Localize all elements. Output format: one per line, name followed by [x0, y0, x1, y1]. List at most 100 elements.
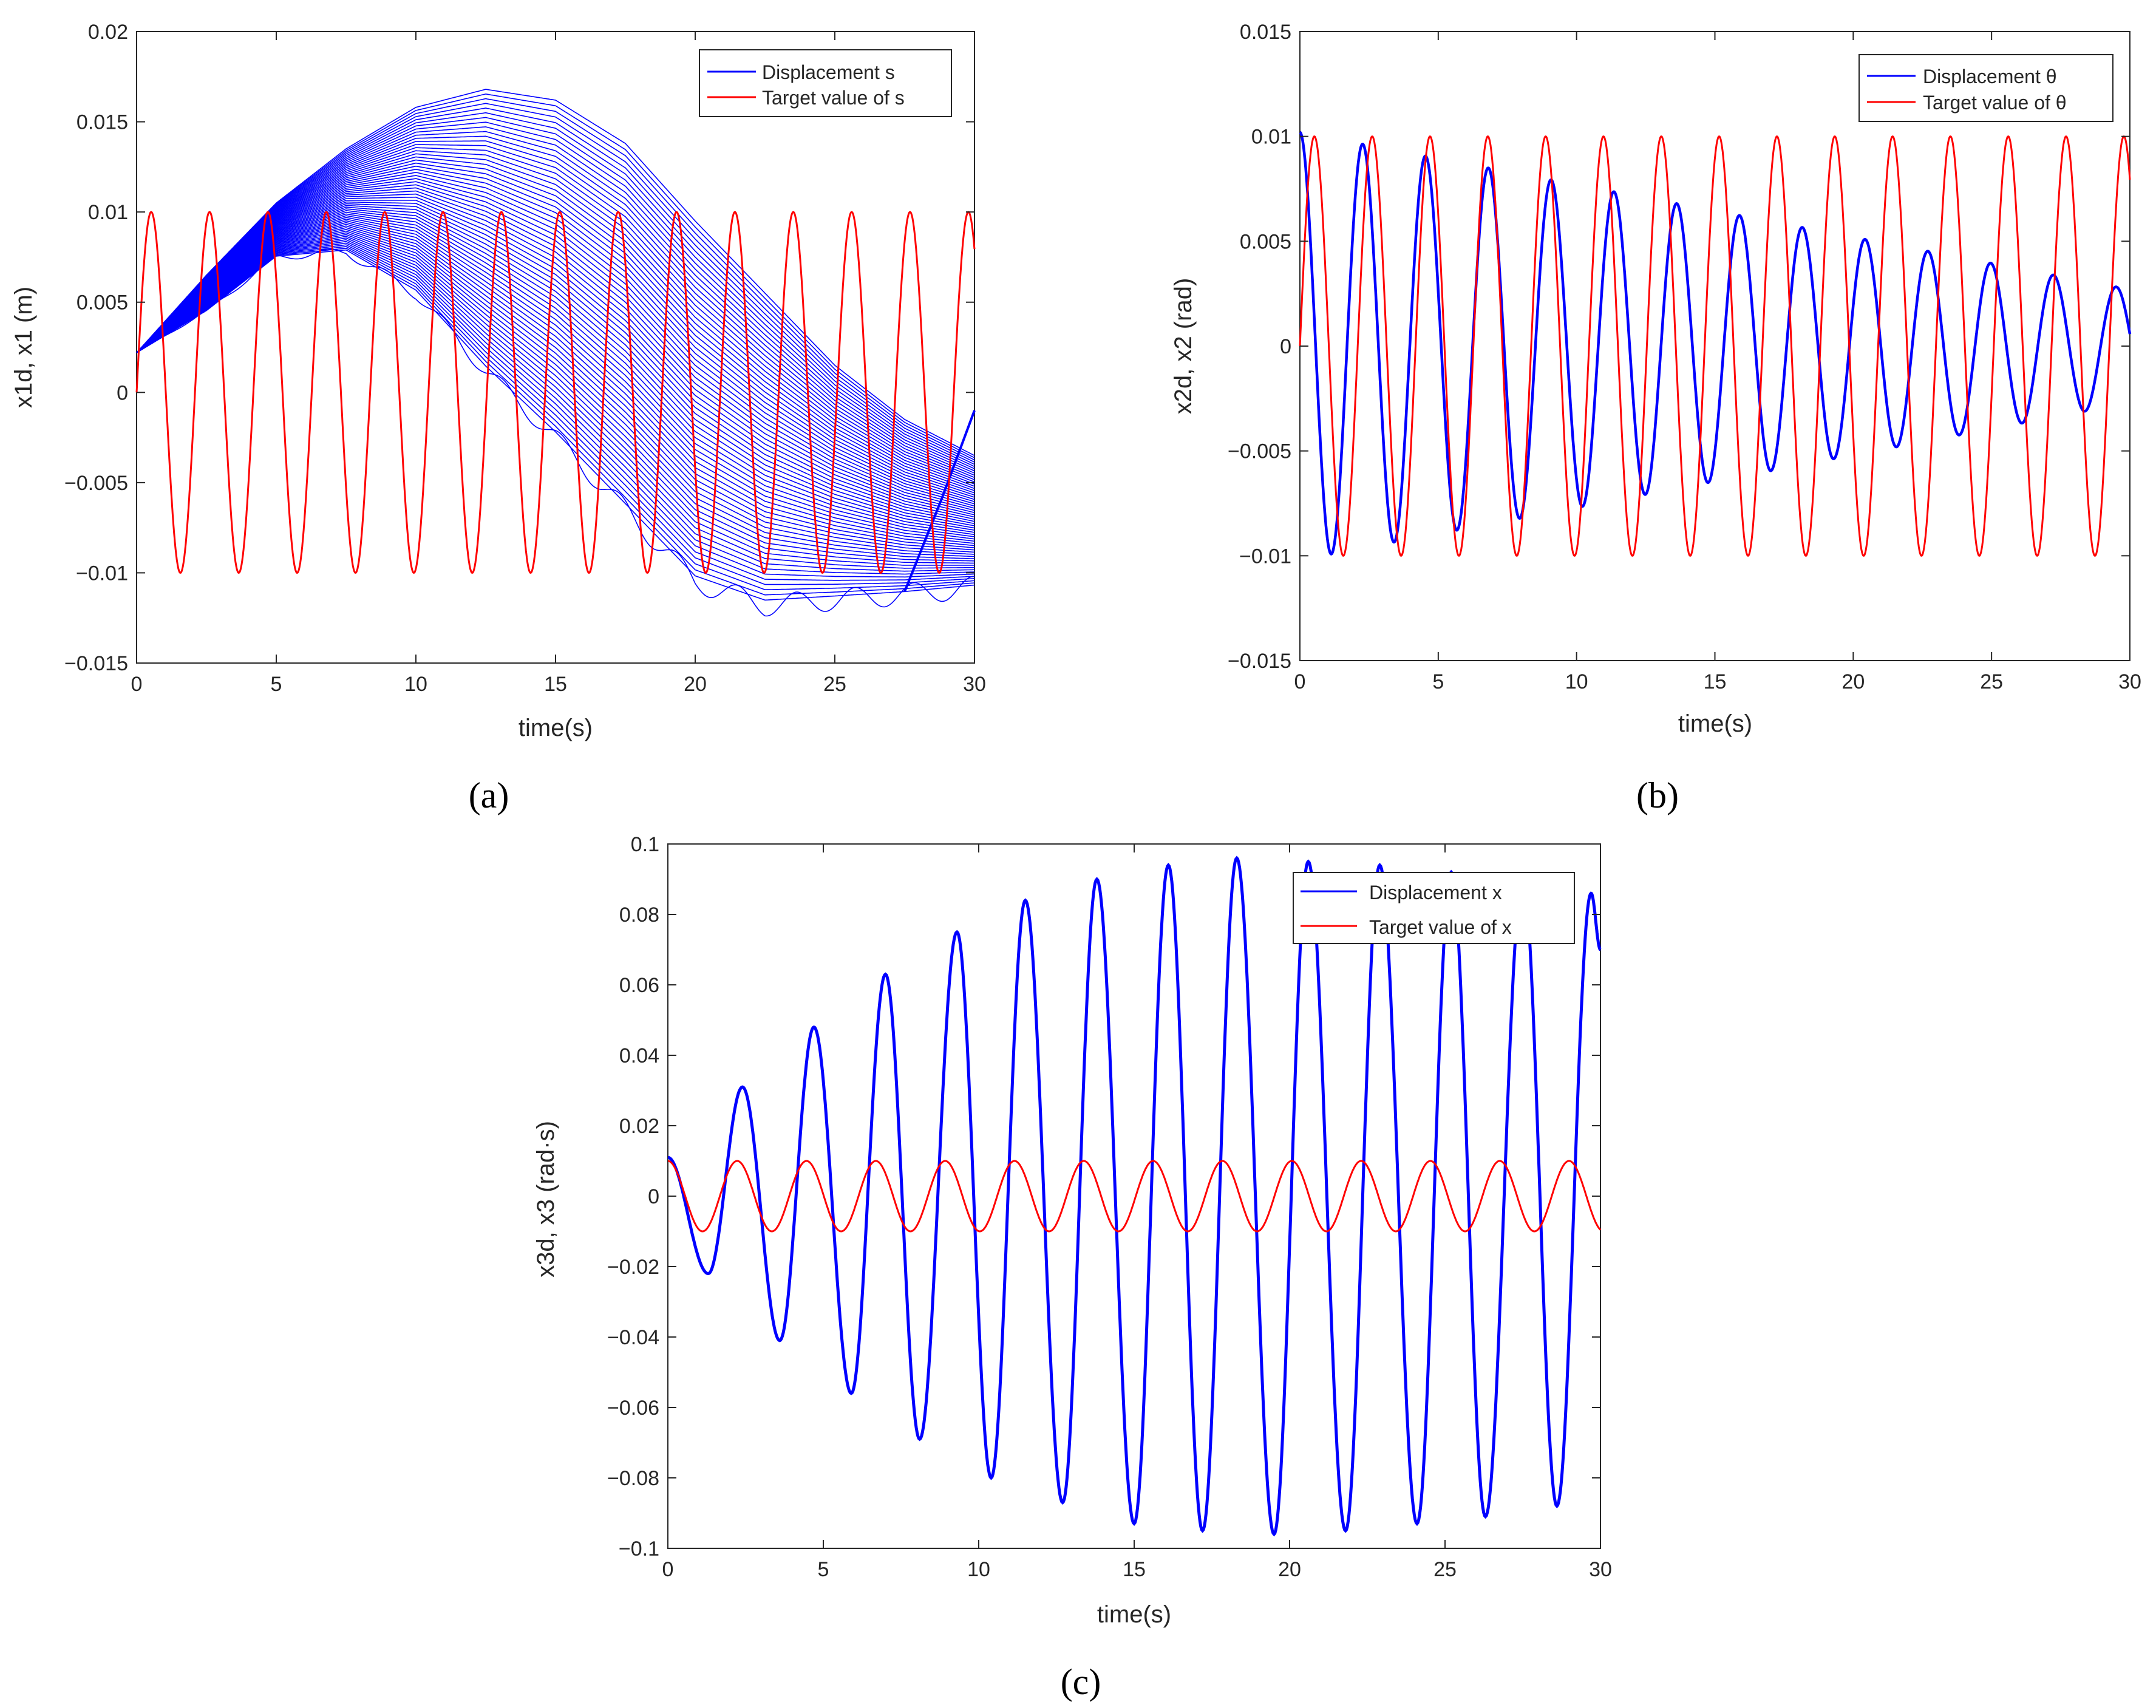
panel-c-x-tick-label: 25	[1433, 1558, 1457, 1581]
panel-a-x-tick-label: 20	[684, 673, 707, 696]
panel-c-x-tick-label: 20	[1278, 1558, 1301, 1581]
panel-a-y-tick-label: 0.005	[77, 291, 128, 315]
panel-c-y-tick-label: −0.02	[607, 1256, 659, 1279]
panel-a-band-curve	[136, 196, 975, 520]
panel-a-legend-label-displacement: Displacement s	[762, 61, 895, 83]
panel-a-legend-label-target: Target value of s	[762, 87, 905, 109]
panel-b-y-tick-label: 0	[1280, 335, 1291, 358]
panel-a-band-curve	[136, 248, 975, 596]
panel-a-band-curve	[136, 184, 975, 511]
panel-a-legend: Displacement s Target value of s	[699, 49, 952, 117]
panel-a-band-curve	[136, 236, 974, 569]
panel-c-x-tick-label: 15	[1123, 1558, 1146, 1581]
panel-a-band-curve	[136, 249, 975, 601]
panel-a-line-target	[135, 211, 976, 574]
panel-b-legend: Displacement θ Target value of θ	[1858, 54, 2113, 122]
panel-a-x-tick-label: 15	[544, 673, 567, 696]
panel-a-band-curve	[136, 98, 975, 461]
panel-c-legend-box	[1293, 872, 1575, 944]
panel-a-band-curve	[136, 219, 975, 546]
panel-a-band-curve	[136, 190, 975, 515]
panel-a-y-tick-label: 0.01	[88, 201, 128, 224]
panel-c-x-tick-label: 30	[1589, 1558, 1612, 1581]
panel-a-band-curve	[136, 246, 975, 591]
panel-a-band-curve	[136, 193, 975, 518]
panel-c-y-tick-label: −0.06	[607, 1397, 659, 1420]
panel-c-y-axis-label: x3d, x3 (rad·s)	[532, 1121, 559, 1278]
panel-a-x-tick-label: 5	[271, 673, 282, 696]
panel-a-band-curve	[136, 213, 975, 540]
panel-a-band-curve	[136, 234, 974, 566]
panel-a-band-curve	[136, 93, 975, 458]
panel-c-legend-label-displacement: Displacement x	[1369, 882, 1502, 903]
panel-b-legend-label-target: Target value of θ	[1923, 92, 2067, 114]
panel-b-x-tick-label: 15	[1704, 670, 1727, 693]
panel-c-label: (c)	[1061, 1662, 1101, 1702]
panel-a-y-tick-label: −0.01	[76, 562, 128, 585]
panel-a-band-curve	[136, 239, 975, 575]
panel-c-x-tick-label: 10	[967, 1558, 990, 1581]
panel-a-band-curve	[136, 121, 975, 472]
panel-b-x-tick-label: 10	[1565, 670, 1588, 693]
panel-c-y-tick-label: 0.04	[619, 1044, 659, 1067]
panel-c-legend: Displacement x Target value of x	[1293, 872, 1575, 944]
panel-b-series-displacement-theta	[1299, 131, 2132, 556]
panel-b-y-tick-label: −0.015	[1228, 650, 1291, 673]
panel-a-y-axis-label: x1d, x1 (m)	[10, 287, 37, 408]
panel-a-band-curve	[136, 242, 975, 581]
panel-a-band-curve	[136, 209, 975, 536]
panel-b-x-axis-label: time(s)	[1678, 710, 1752, 737]
panel-c-ticks: 0 5 10 15 20 25 30 −0.1 −0.08 −0.06 −0.04 −0.02 0 0.0…	[607, 833, 1612, 1581]
panel-a-series-displacement-s	[136, 89, 976, 617]
panel-c-y-tick-label: −0.08	[607, 1467, 659, 1490]
panel-a-band-curve	[136, 140, 975, 480]
panel-b-y-tick-label: −0.005	[1228, 440, 1291, 463]
panel-a-band-curve	[136, 211, 975, 537]
panel-a-plot-area: 0 5 10 15 20 25 30 −0.015 −0.01 −0.005 0 0.005 0.01 0…	[64, 21, 986, 696]
panel-c-y-tick-label: 0.08	[619, 903, 659, 927]
panel-a-band-curve	[136, 227, 975, 557]
panel-b-label: (b)	[1636, 775, 1679, 815]
panel-b-legend-label-displacement: Displacement θ	[1923, 66, 2057, 87]
panel-c-y-tick-label: 0	[648, 1185, 659, 1208]
panel-c-y-tick-label: −0.1	[619, 1537, 659, 1560]
panel-a-y-tick-label: 0.015	[77, 111, 128, 134]
panel-c-line-displacement	[667, 856, 1602, 1537]
panel-c-y-tick-label: 0.1	[631, 833, 659, 856]
panel-a-band-curve	[136, 223, 975, 553]
panel-a-ticks: 0 5 10 15 20 25 30 −0.015 −0.01 −0.005 0 0.005 0.01 0…	[64, 21, 986, 696]
panel-b-y-tick-label: 0.005	[1240, 230, 1291, 253]
panel-a-x-tick-label: 10	[404, 673, 427, 696]
panel-c-legend-label-target: Target value of x	[1369, 916, 1512, 938]
panel-a-band-curve	[136, 206, 975, 531]
panel-a-band-curve	[136, 131, 975, 476]
panel-c-x-tick-label: 0	[662, 1558, 674, 1581]
panel-a-band-curve	[136, 232, 974, 564]
panel-a-legend-box	[699, 49, 952, 117]
panel-a-band-end-spike	[903, 410, 976, 593]
panel-a-band-curve	[136, 144, 975, 483]
panel-c: 0 5 10 15 20 25 30 −0.1 −0.08 −0.06 −0.04 −0.02 0 0.0…	[532, 833, 1612, 1702]
panel-b-y-tick-label: 0.015	[1240, 21, 1291, 44]
panel-b-x-tick-label: 5	[1432, 670, 1444, 693]
panel-a-band-curve	[136, 107, 975, 465]
panel-b-plot-area: 0 5 10 15 20 25 30 −0.015 −0.01 −0.005 0 0.005 0.01 0…	[1228, 21, 2141, 693]
panel-b-x-tick-label: 30	[2118, 670, 2141, 693]
panel-a-band-curve	[136, 208, 975, 533]
panel-c-x-axis-label: time(s)	[1097, 1601, 1171, 1628]
panel-c-plot-area: 0 5 10 15 20 25 30 −0.1 −0.08 −0.06 −0.04 −0.02 0 0.0…	[607, 833, 1612, 1581]
panel-b-y-axis-label: x2d, x2 (rad)	[1170, 278, 1197, 415]
panel-a-band-curve	[136, 112, 975, 468]
panel-b-line-displacement	[1299, 131, 2132, 556]
panel-b-line-target	[1299, 135, 2131, 557]
panel-c-y-tick-label: 0.06	[619, 974, 659, 997]
panel-a-band-curve	[136, 222, 975, 551]
panel-a-x-tick-label: 0	[131, 673, 143, 696]
panel-a-band-curve	[136, 244, 975, 585]
panel-a-band-curve	[136, 199, 975, 522]
panel-c-y-tick-label: −0.04	[607, 1326, 659, 1349]
panel-b-legend-box	[1858, 54, 2113, 122]
panel-a-band-curve	[136, 215, 975, 542]
panel-a-y-tick-label: 0	[117, 381, 128, 404]
panel-a-band-curve	[136, 147, 975, 485]
